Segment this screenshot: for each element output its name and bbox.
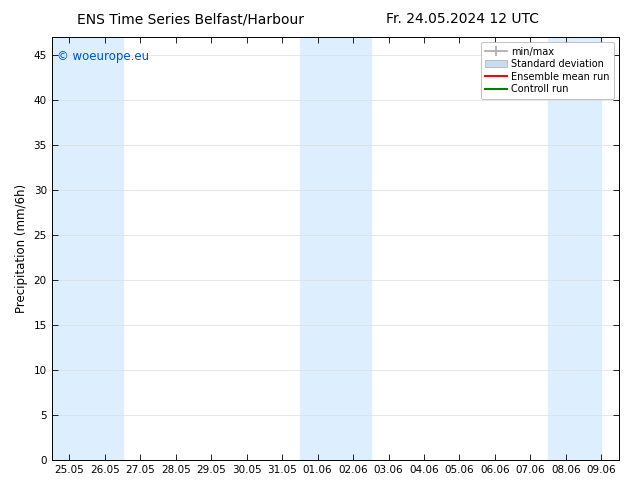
Text: ENS Time Series Belfast/Harbour: ENS Time Series Belfast/Harbour [77,12,304,26]
Bar [548,37,601,460]
Y-axis label: Precipitation (mm/6h): Precipitation (mm/6h) [15,184,28,313]
Text: Fr. 24.05.2024 12 UTC: Fr. 24.05.2024 12 UTC [386,12,540,26]
Bar [51,37,122,460]
Legend: min/max, Standard deviation, Ensemble mean run, Controll run: min/max, Standard deviation, Ensemble me… [481,42,614,99]
Text: © woeurope.eu: © woeurope.eu [57,50,150,63]
Bar [300,37,371,460]
